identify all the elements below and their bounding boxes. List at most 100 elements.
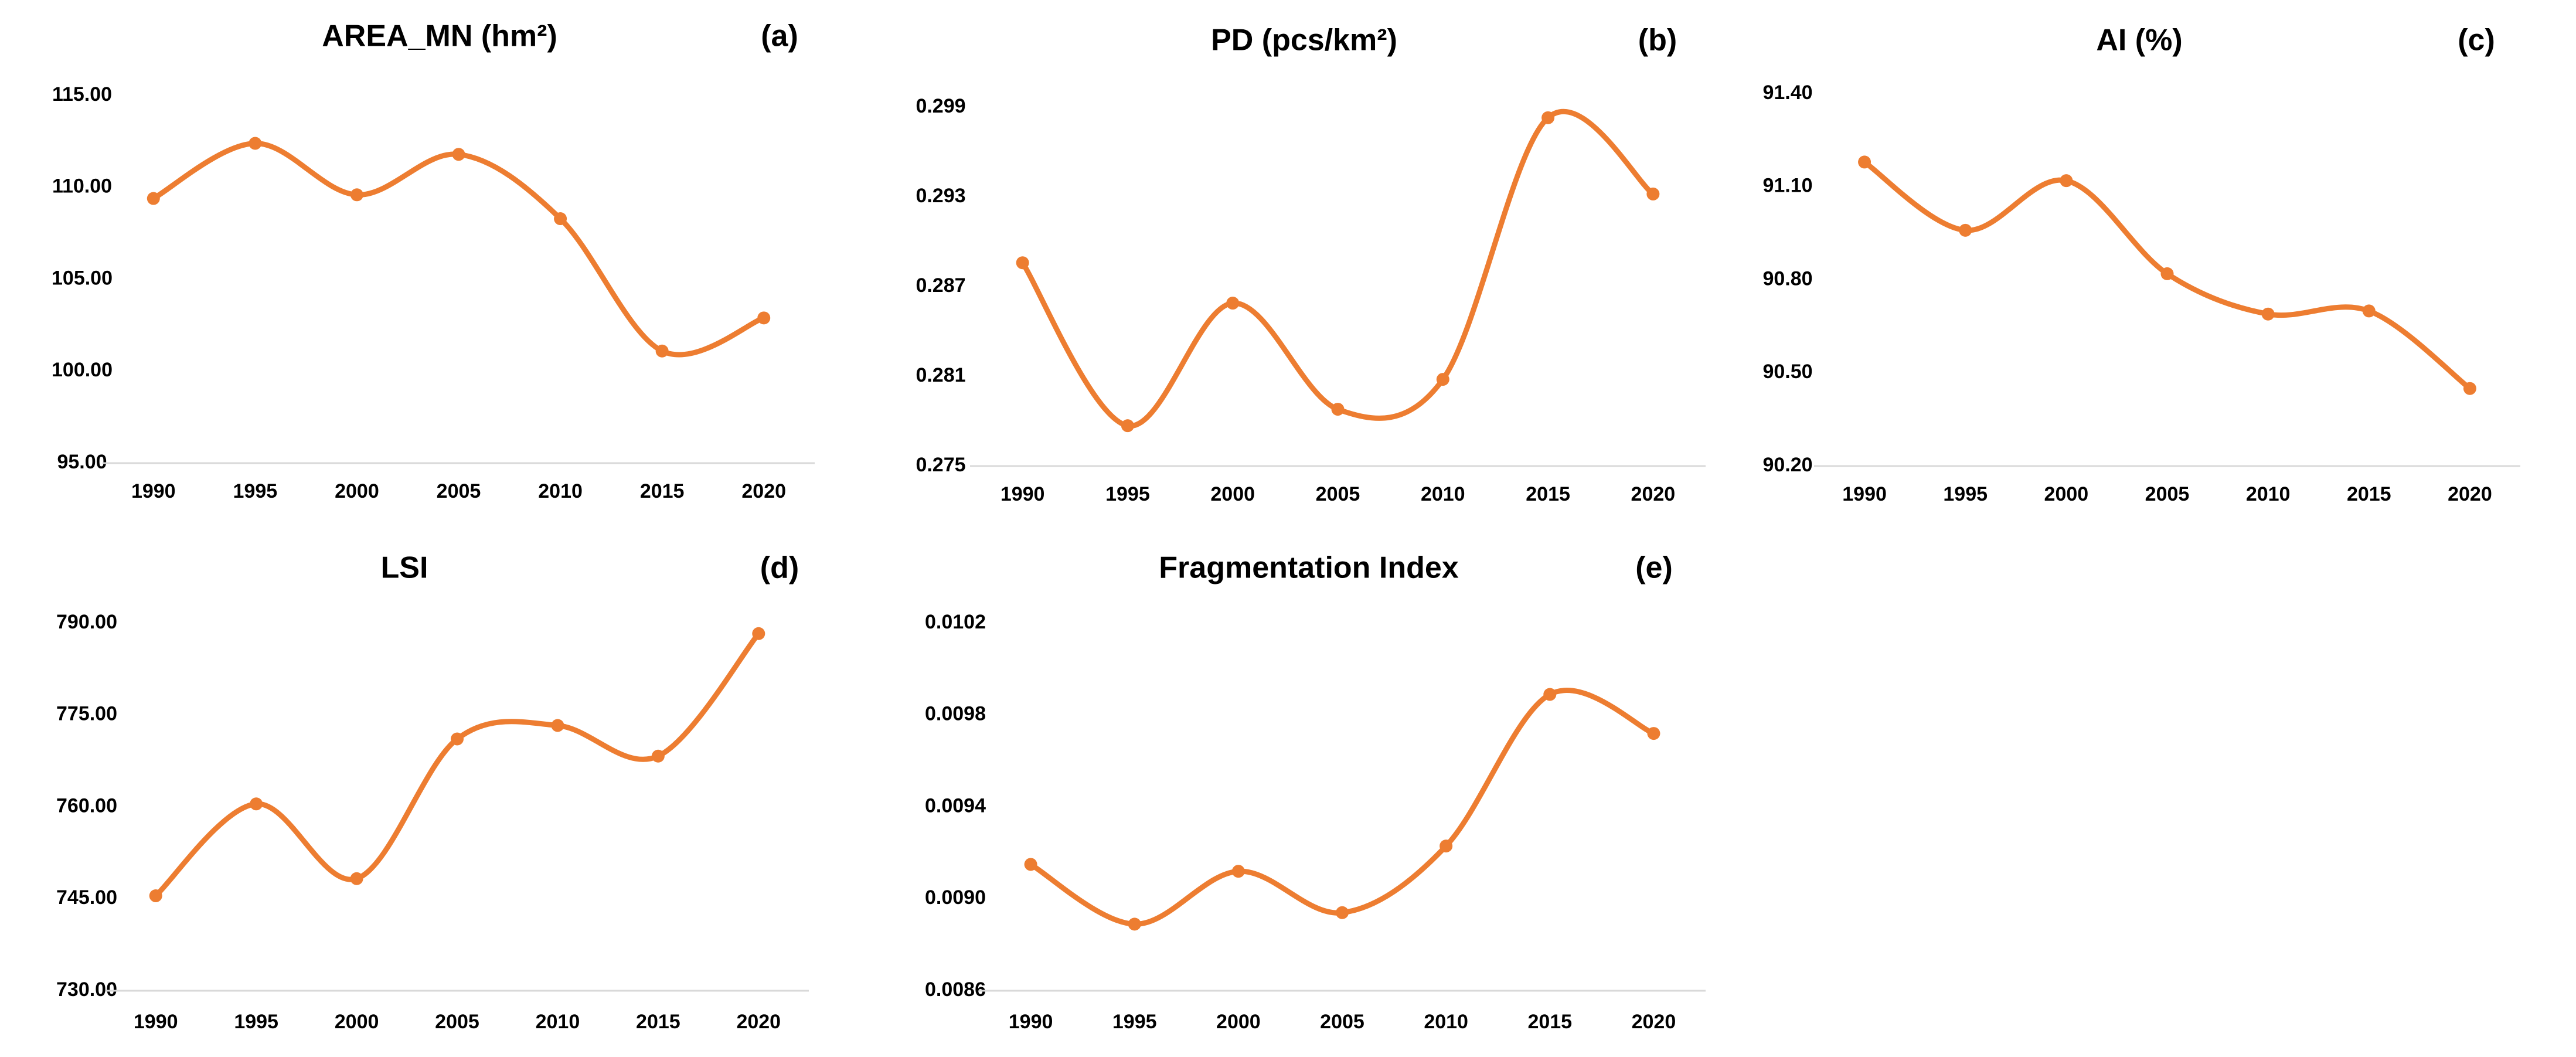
chart-a-ytick: 100.00 xyxy=(52,359,113,381)
chart-b-xtick: 1995 xyxy=(1105,483,1150,505)
chart-a-xtick: 1990 xyxy=(131,480,176,502)
chart-b-ytick: 0.299 xyxy=(916,95,965,117)
chart-e-xtick: 2005 xyxy=(1320,1011,1364,1033)
chart-b-point xyxy=(1541,111,1555,124)
chart-b-ytick: 0.293 xyxy=(916,185,965,207)
chart-a-point xyxy=(249,137,262,150)
chart-c-ytick: 90.50 xyxy=(1762,361,1812,383)
chart-d-ytick: 790.00 xyxy=(56,611,117,633)
chart-b-ytick: 0.281 xyxy=(916,364,965,386)
chart-a-point xyxy=(757,311,771,325)
chart-c-ytick: 90.80 xyxy=(1762,267,1812,290)
chart-d-xtick: 2005 xyxy=(435,1011,479,1033)
chart-e-xtick: 2010 xyxy=(1424,1011,1468,1033)
chart-e-point xyxy=(1543,688,1557,701)
chart-b-ytick: 0.287 xyxy=(916,274,965,297)
chart-a-xtick: 1995 xyxy=(233,480,278,502)
chart-c-point xyxy=(2261,307,2275,321)
chart-d-panel-label: (d) xyxy=(760,551,799,585)
chart-c-xtick: 1990 xyxy=(1842,483,1887,505)
chart-e-title: Fragmentation Index xyxy=(1159,551,1458,585)
chart-a-xtick: 2015 xyxy=(640,480,685,502)
chart-c-point xyxy=(1858,155,1871,169)
chart-d-ytick: 730.00 xyxy=(56,978,117,1001)
chart-d-point xyxy=(551,719,564,732)
chart-a-xtick: 2020 xyxy=(741,480,786,502)
chart-d-title: LSI xyxy=(381,551,428,585)
chart-a-xtick: 2005 xyxy=(437,480,481,502)
chart-d-series-line xyxy=(153,631,761,899)
chart-d-ytick: 775.00 xyxy=(56,703,117,725)
chart-a-title: AREA_MN (hm²) xyxy=(322,19,557,53)
chart-b-point xyxy=(1016,256,1029,270)
chart-b-xtick: 2015 xyxy=(1526,483,1570,505)
chart-d-xtick: 2000 xyxy=(335,1011,379,1033)
chart-c-panel-label: (c) xyxy=(2458,23,2495,57)
chart-a-xtick: 2000 xyxy=(335,480,379,502)
chart-e-xtick: 2000 xyxy=(1216,1011,1261,1033)
chart-e-point xyxy=(1336,906,1349,919)
chart-d-ytick: 760.00 xyxy=(56,794,117,817)
chart-c-xtick: 1995 xyxy=(1943,483,1988,505)
chart-c-ytick: 91.10 xyxy=(1762,175,1812,197)
chart-a-point xyxy=(350,188,363,202)
chart-d-point xyxy=(451,732,464,746)
chart-d-ytick: 745.00 xyxy=(56,886,117,909)
chart-a-ytick: 105.00 xyxy=(52,267,113,289)
chart-e-ytick: 0.0102 xyxy=(925,611,986,633)
chart-e-panel-label: (e) xyxy=(1635,551,1673,585)
chart-e-xtick: 1990 xyxy=(1009,1011,1053,1033)
chart-e-ytick: 0.0094 xyxy=(925,794,986,817)
chart-b-point xyxy=(1121,419,1134,433)
chart-c-point xyxy=(2060,174,2073,188)
chart-e-point xyxy=(1024,858,1037,871)
chart-d: LSI (d) 730.00 745.00 760.00 775.00 790.00 1990… xyxy=(56,551,809,1033)
chart-c-xtick: 2010 xyxy=(2246,483,2291,505)
chart-a-point xyxy=(147,192,160,205)
chart-b-xtick: 2000 xyxy=(1210,483,1255,505)
chart-e-point xyxy=(1128,917,1141,931)
chart-a-series-line xyxy=(151,141,767,358)
chart-d-xtick: 2020 xyxy=(736,1011,781,1033)
chart-c-ytick: 90.20 xyxy=(1762,454,1812,476)
chart-c-ytick: 91.40 xyxy=(1762,81,1812,104)
chart-d-xtick: 2015 xyxy=(636,1011,680,1033)
chart-b-point xyxy=(1226,297,1240,310)
chart-d-point xyxy=(651,749,665,763)
chart-d-point xyxy=(149,889,162,903)
chart-a-ytick: 110.00 xyxy=(52,175,112,198)
chart-c-point xyxy=(2160,267,2174,280)
chart-b-title: PD (pcs/km²) xyxy=(1211,23,1397,57)
chart-a: AREA_MN (hm²) (a) 95.00 100.00 105.00 110.00 1… xyxy=(52,19,815,502)
chart-e-point xyxy=(1231,865,1245,878)
chart-c-title: AI (%) xyxy=(2096,23,2182,57)
chart-a-point xyxy=(554,212,567,226)
chart-b-point xyxy=(1331,403,1345,416)
chart-d-xtick: 1995 xyxy=(234,1011,278,1033)
chart-e-point xyxy=(1647,727,1660,740)
chart-d-xtick: 2010 xyxy=(536,1011,580,1033)
chart-b-series-line xyxy=(1020,109,1656,429)
chart-b-xtick: 2020 xyxy=(1631,483,1676,505)
chart-e-xtick: 2015 xyxy=(1527,1011,1572,1033)
chart-c-xtick: 2015 xyxy=(2347,483,2391,505)
chart-b-panel-label: (b) xyxy=(1638,23,1677,57)
chart-b-xtick: 2005 xyxy=(1316,483,1360,505)
chart-b-point xyxy=(1436,373,1449,386)
chart-e-ytick: 0.0086 xyxy=(925,978,986,1001)
chart-c-xtick: 2020 xyxy=(2448,483,2492,505)
chart-c-point xyxy=(2463,382,2476,395)
chart-b: PD (pcs/km²) (b) 0.275 0.281 0.287 0.293 0.299… xyxy=(916,23,1706,505)
chart-e-ytick: 0.0090 xyxy=(925,886,986,909)
chart-a-panel-label: (a) xyxy=(761,19,798,53)
chart-c: AI (%) (c) 90.20 90.50 90.80 91.10 91.40 1990 19… xyxy=(1762,23,2520,505)
chart-b-ytick: 0.275 xyxy=(916,454,965,476)
chart-c-point xyxy=(1959,223,1972,237)
chart-e-xtick: 2020 xyxy=(1632,1011,1676,1033)
chart-c-xtick: 2000 xyxy=(2044,483,2089,505)
chart-e-point xyxy=(1440,840,1453,853)
chart-d-point xyxy=(752,627,765,640)
chart-c-xtick: 2005 xyxy=(2145,483,2190,505)
chart-b-xtick: 2010 xyxy=(1421,483,1465,505)
chart-b-point xyxy=(1646,187,1660,200)
